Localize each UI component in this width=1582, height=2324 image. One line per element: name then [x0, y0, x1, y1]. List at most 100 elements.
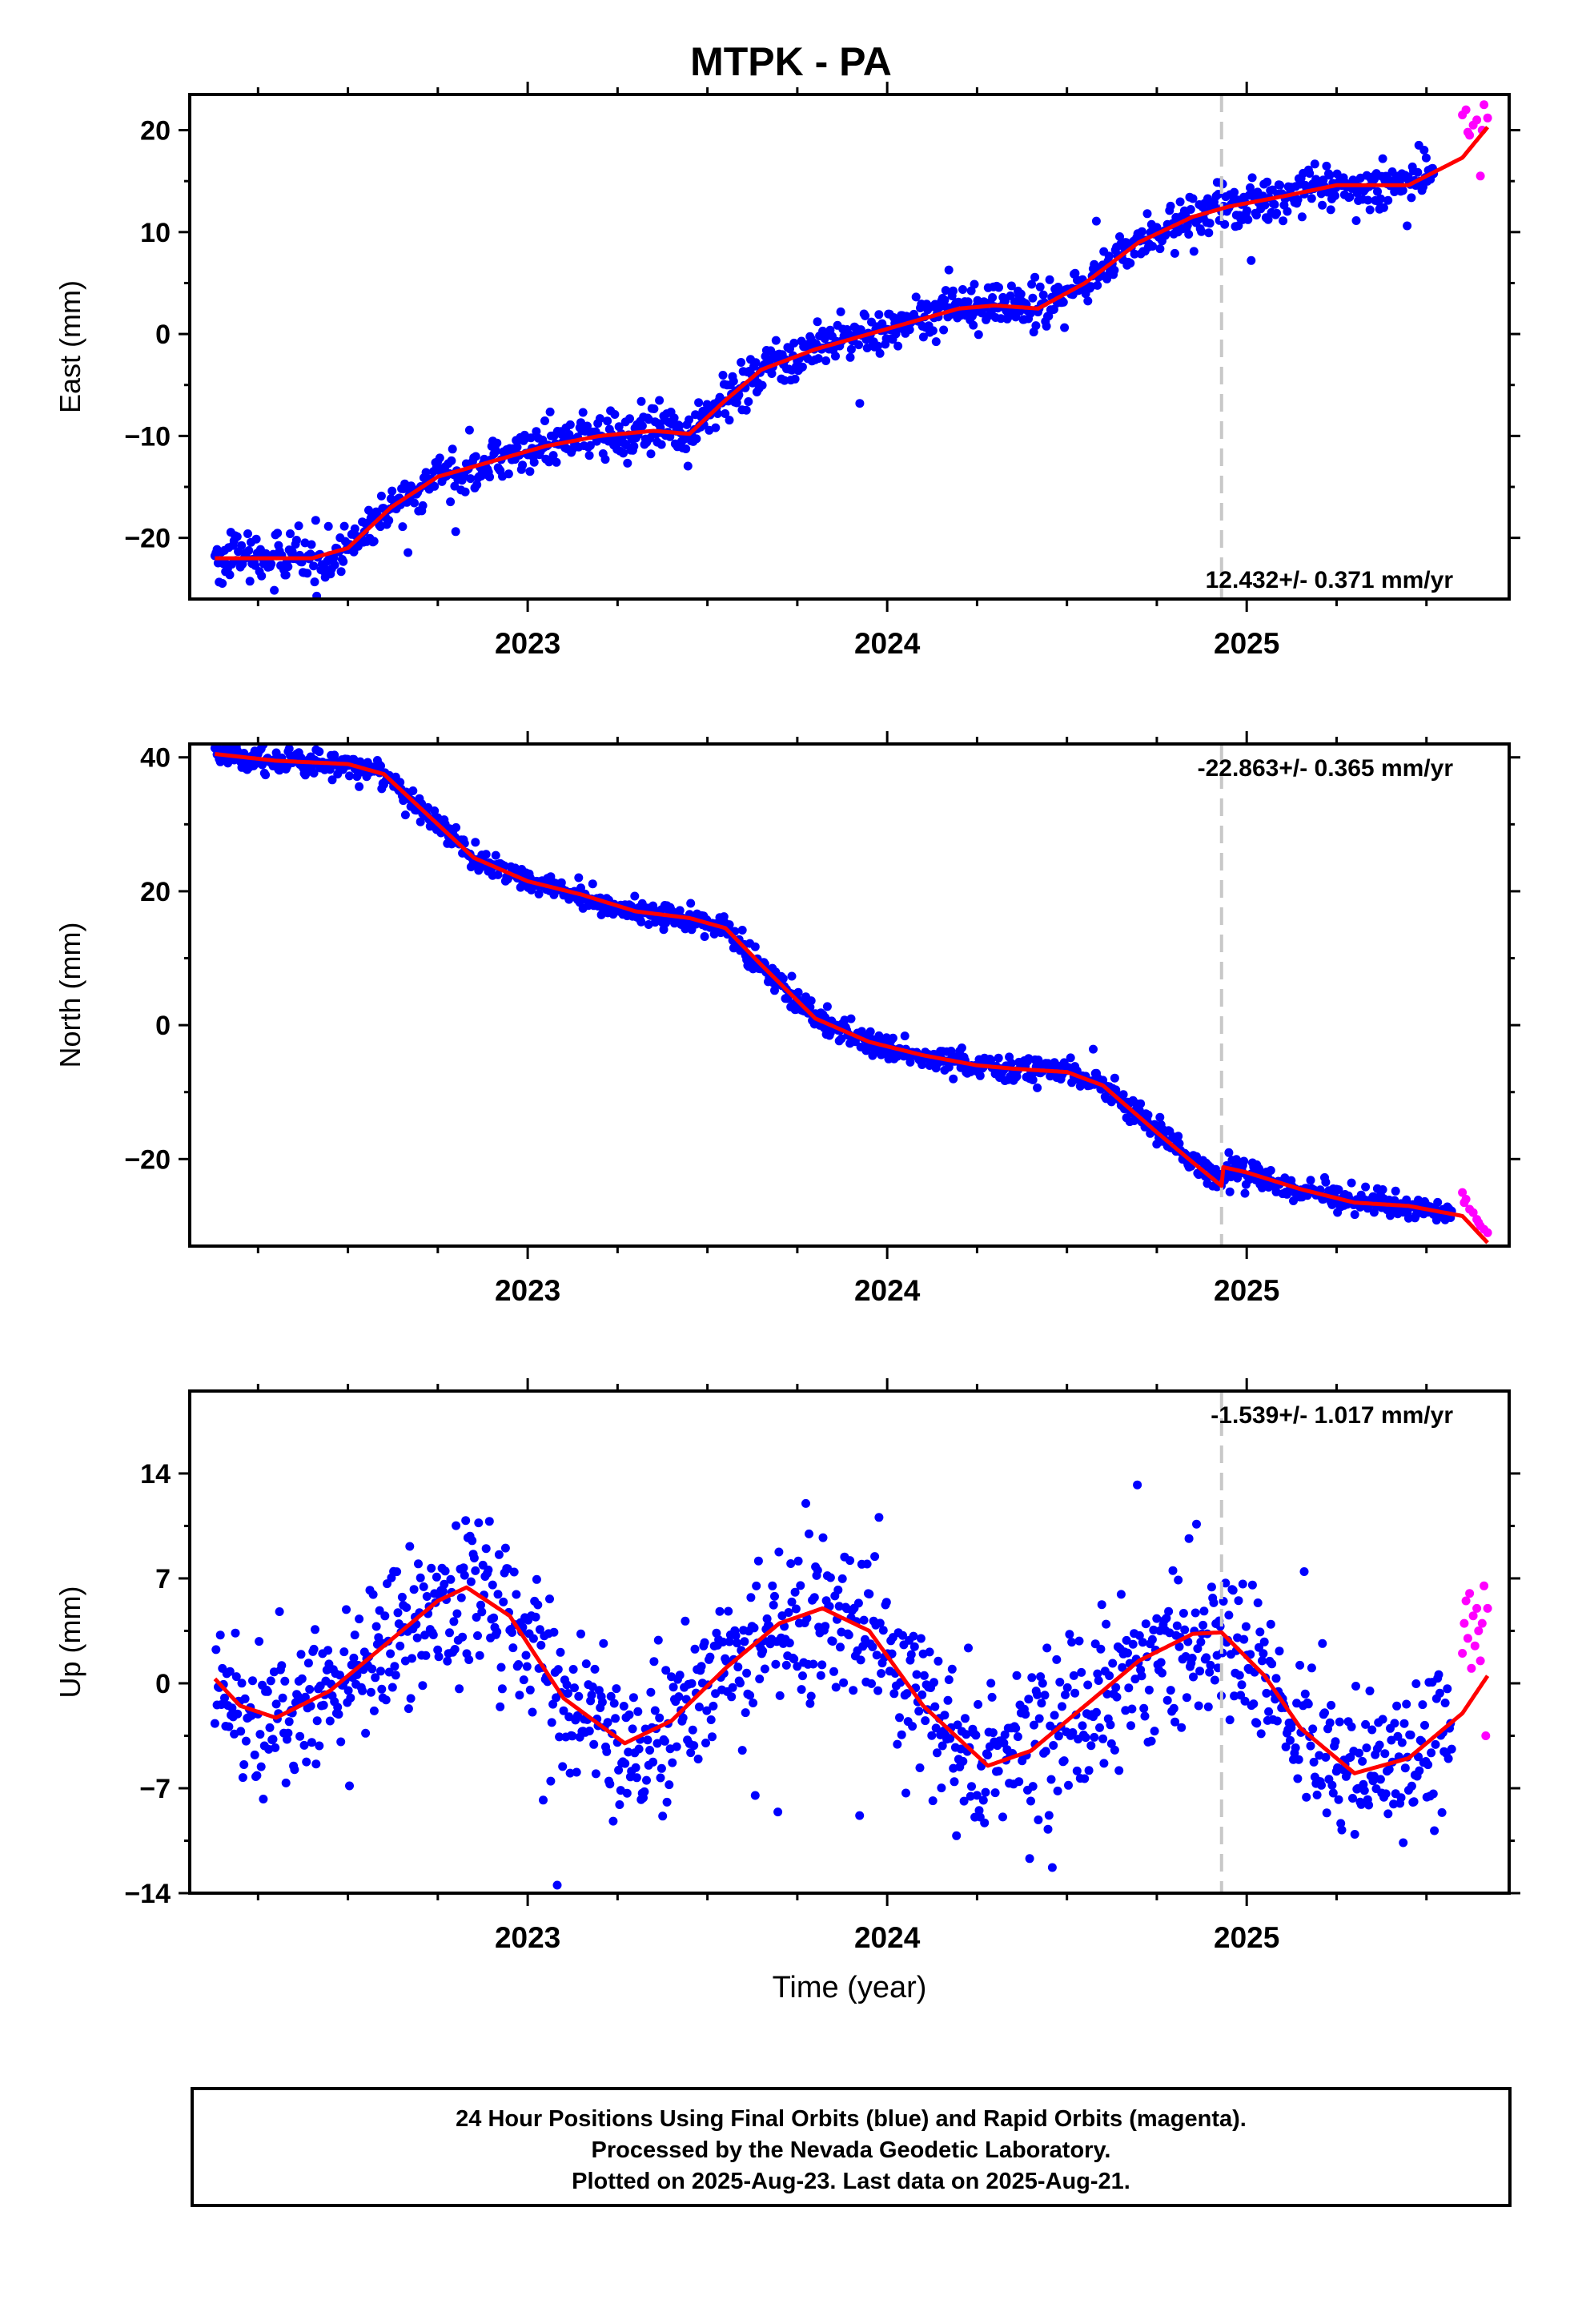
final-orbit-point: [1225, 1187, 1235, 1196]
final-orbit-point: [1241, 1622, 1251, 1631]
final-orbit-point: [943, 1695, 953, 1705]
plot-frame: [188, 93, 1511, 601]
final-orbit-point: [419, 1582, 428, 1591]
final-orbit-point: [1331, 1737, 1340, 1747]
final-orbit-point: [675, 906, 685, 915]
final-orbit-point: [1078, 1721, 1087, 1731]
final-orbit-point: [283, 1728, 293, 1738]
final-orbit-point: [833, 1585, 843, 1594]
final-orbit-point: [1294, 1755, 1303, 1764]
final-orbit-point: [503, 1564, 512, 1574]
final-orbit-point: [1272, 208, 1282, 218]
final-orbit-point: [477, 1607, 487, 1617]
final-orbit-point: [640, 1787, 649, 1796]
final-orbit-point: [277, 1661, 287, 1671]
final-orbit-point: [711, 423, 721, 432]
final-orbit-point: [255, 1637, 264, 1647]
final-orbit-point: [983, 1751, 993, 1759]
final-orbit-point: [690, 1644, 700, 1654]
final-orbit-point: [430, 481, 440, 491]
final-orbit-point: [1104, 251, 1114, 261]
final-orbit-point: [1375, 1775, 1385, 1784]
final-orbit-point: [380, 1611, 390, 1621]
rapid-orbit-point: [1474, 1626, 1484, 1635]
final-orbit-point: [368, 1590, 378, 1599]
final-orbit-point: [687, 1679, 697, 1688]
final-orbit-point: [612, 1684, 621, 1694]
final-orbit-point: [386, 1649, 396, 1659]
final-orbit-point: [790, 374, 800, 384]
final-orbit-point: [931, 1723, 941, 1733]
x-tick-label: 2025: [1214, 1274, 1279, 1307]
final-orbit-point: [681, 444, 691, 453]
final-orbit-point: [1115, 232, 1124, 241]
final-orbit-point: [889, 1689, 899, 1699]
final-orbit-point: [1069, 1671, 1078, 1680]
final-orbit-point: [1070, 268, 1080, 278]
final-orbit-point: [925, 1647, 934, 1657]
final-orbit-point: [689, 1741, 699, 1751]
final-orbit-point: [1392, 1701, 1402, 1711]
final-orbit-point: [286, 529, 295, 538]
final-orbit-point: [1038, 290, 1048, 300]
final-orbit-point: [418, 501, 428, 510]
final-orbit-point: [1351, 216, 1361, 225]
final-orbit-point: [1092, 1707, 1101, 1717]
final-orbit-point: [624, 1747, 633, 1757]
final-orbit-point: [1065, 1630, 1074, 1639]
final-orbit-point: [1347, 1178, 1356, 1188]
rapid-orbit-point: [1461, 1596, 1471, 1606]
final-orbit-point: [446, 497, 456, 507]
final-orbit-point: [1149, 1625, 1158, 1634]
final-orbit-point: [648, 1757, 658, 1767]
final-orbit-point: [898, 1630, 907, 1640]
final-orbit-point: [466, 1577, 476, 1586]
final-orbit-point: [312, 591, 322, 599]
final-orbit-point: [1146, 1736, 1156, 1746]
final-orbit-point: [1243, 215, 1253, 224]
final-orbit-point: [466, 474, 476, 484]
final-orbit-point: [323, 1646, 333, 1655]
final-orbit-point: [1359, 1786, 1369, 1795]
final-orbit-point: [729, 376, 738, 386]
final-orbit-point: [367, 1664, 377, 1674]
final-orbit-point: [300, 1692, 310, 1702]
final-orbit-point: [1030, 272, 1040, 282]
final-orbit-point: [1321, 1752, 1331, 1762]
final-orbit-point: [1114, 1766, 1124, 1775]
final-orbit-point: [435, 453, 444, 463]
final-orbit-point: [446, 1574, 456, 1584]
final-orbit-point: [1175, 197, 1185, 207]
final-orbit-point: [1102, 1689, 1112, 1699]
final-orbit-point: [602, 1747, 612, 1756]
final-orbit-point: [1199, 1620, 1208, 1630]
final-orbit-point: [718, 1637, 728, 1647]
final-orbit-point: [325, 765, 335, 774]
final-orbit-point: [336, 567, 346, 577]
final-orbit-point: [578, 408, 588, 417]
final-orbit-point: [339, 557, 348, 566]
final-orbit-point: [355, 782, 364, 791]
final-orbit-point: [355, 1614, 364, 1624]
final-orbit-point: [1399, 1719, 1409, 1728]
final-orbit-point: [789, 338, 799, 348]
final-orbit-point: [1221, 1578, 1231, 1588]
final-orbit-point: [445, 1628, 454, 1638]
final-orbit-point: [290, 1765, 299, 1775]
final-orbit-point: [949, 1074, 958, 1084]
final-orbit-point: [1258, 1656, 1267, 1666]
final-orbit-point: [686, 899, 696, 908]
final-orbit-point: [836, 1642, 845, 1652]
final-orbit-point: [953, 1720, 962, 1730]
final-orbit-point: [921, 1716, 930, 1726]
final-orbit-point: [1196, 1637, 1206, 1647]
final-orbit-point: [1414, 1752, 1423, 1762]
final-orbit-point: [1180, 1625, 1190, 1634]
final-orbit-point: [547, 1718, 556, 1727]
final-orbit-point: [1318, 200, 1327, 210]
final-orbit-point: [1147, 1634, 1157, 1644]
final-orbit-point: [248, 1676, 257, 1686]
final-orbit-point: [283, 562, 293, 572]
final-orbit-point: [1086, 1741, 1096, 1751]
